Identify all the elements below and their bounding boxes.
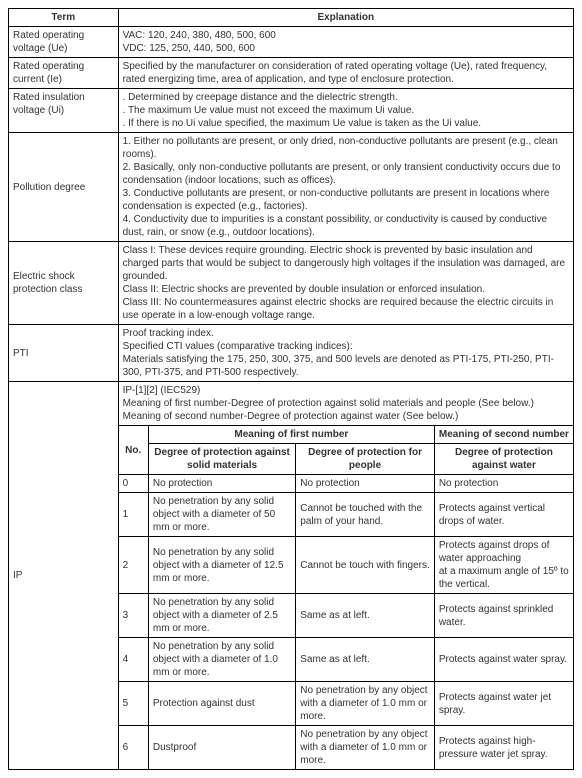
term-cell: Pollution degree <box>9 133 119 242</box>
ip-solid: No penetration by any solid object with … <box>148 493 295 537</box>
ip-header-people: Degree of protection for people <box>296 444 435 475</box>
explanation-cell: Proof tracking index.Specified CTI value… <box>118 325 573 382</box>
header-term: Term <box>9 9 119 27</box>
ip-water: Protects against sprinkled water. <box>434 594 573 638</box>
term-cell: PTI <box>9 325 119 382</box>
table-row: Electric shock protection class Class I:… <box>9 242 574 325</box>
ip-water: Protects against high-pressure water jet… <box>434 726 573 770</box>
ip-people: Cannot be touch with fingers. <box>296 537 435 594</box>
ip-water: Protects against drops of water approach… <box>434 537 573 594</box>
ip-water: Protects against vertical drops of water… <box>434 493 573 537</box>
ip-solid: No penetration by any solid object with … <box>148 537 295 594</box>
ip-no: 6 <box>118 726 148 770</box>
ip-intro: IP-[1][2] (IEC529)Meaning of first numbe… <box>118 382 573 426</box>
ip-no: 5 <box>118 682 148 726</box>
ip-solid: Protection against dust <box>148 682 295 726</box>
ip-no: 0 <box>118 475 148 493</box>
table-row: Rated operating voltage (Ue) VAC: 120, 2… <box>9 27 574 58</box>
explanation-cell: 1. Either no pollutants are present, or … <box>118 133 573 242</box>
ip-header-no: No. <box>118 426 148 475</box>
ip-people: Cannot be touched with the palm of your … <box>296 493 435 537</box>
term-cell: Rated operating voltage (Ue) <box>9 27 119 58</box>
ip-no: 4 <box>118 638 148 682</box>
table-row: Pollution degree 1. Either no pollutants… <box>9 133 574 242</box>
ip-header-first: Meaning of first number <box>148 426 434 444</box>
ip-header-second: Meaning of second number <box>434 426 573 444</box>
table-row: PTI Proof tracking index.Specified CTI v… <box>9 325 574 382</box>
table-row: Rated operating current (Ie) Specified b… <box>9 58 574 89</box>
ip-solid: No protection <box>148 475 295 493</box>
term-cell: Rated operating current (Ie) <box>9 58 119 89</box>
explanation-cell: VAC: 120, 240, 380, 480, 500, 600VDC: 12… <box>118 27 573 58</box>
term-cell: Rated insulation voltage (Ui) <box>9 89 119 133</box>
ip-water: Protects against water jet spray. <box>434 682 573 726</box>
ip-water: Protects against water spray. <box>434 638 573 682</box>
ip-no: 3 <box>118 594 148 638</box>
explanation-cell: . Determined by creepage distance and th… <box>118 89 573 133</box>
ip-solid: Dustproof <box>148 726 295 770</box>
ip-solid: No penetration by any solid object with … <box>148 594 295 638</box>
ip-solid: No penetration by any solid object with … <box>148 638 295 682</box>
table-row: IP IP-[1][2] (IEC529)Meaning of first nu… <box>9 382 574 426</box>
ip-people: No protection <box>296 475 435 493</box>
ip-people: No penetration by any object with a diam… <box>296 682 435 726</box>
ip-no: 1 <box>118 493 148 537</box>
terms-table: Term Explanation Rated operating voltage… <box>8 8 574 770</box>
header-explanation: Explanation <box>118 9 573 27</box>
explanation-cell: Class I: These devices require grounding… <box>118 242 573 325</box>
ip-no: 2 <box>118 537 148 594</box>
ip-header-water: Degree of protection against water <box>434 444 573 475</box>
table-row: Rated insulation voltage (Ui) . Determin… <box>9 89 574 133</box>
explanation-cell: Specified by the manufacturer on conside… <box>118 58 573 89</box>
term-cell-ip: IP <box>9 382 119 770</box>
ip-people: No penetration by any object with a diam… <box>296 726 435 770</box>
ip-people: Same as at left. <box>296 594 435 638</box>
ip-header-solid: Degree of protection against solid mater… <box>148 444 295 475</box>
term-cell: Electric shock protection class <box>9 242 119 325</box>
ip-people: Same as at left. <box>296 638 435 682</box>
ip-water: No protection <box>434 475 573 493</box>
